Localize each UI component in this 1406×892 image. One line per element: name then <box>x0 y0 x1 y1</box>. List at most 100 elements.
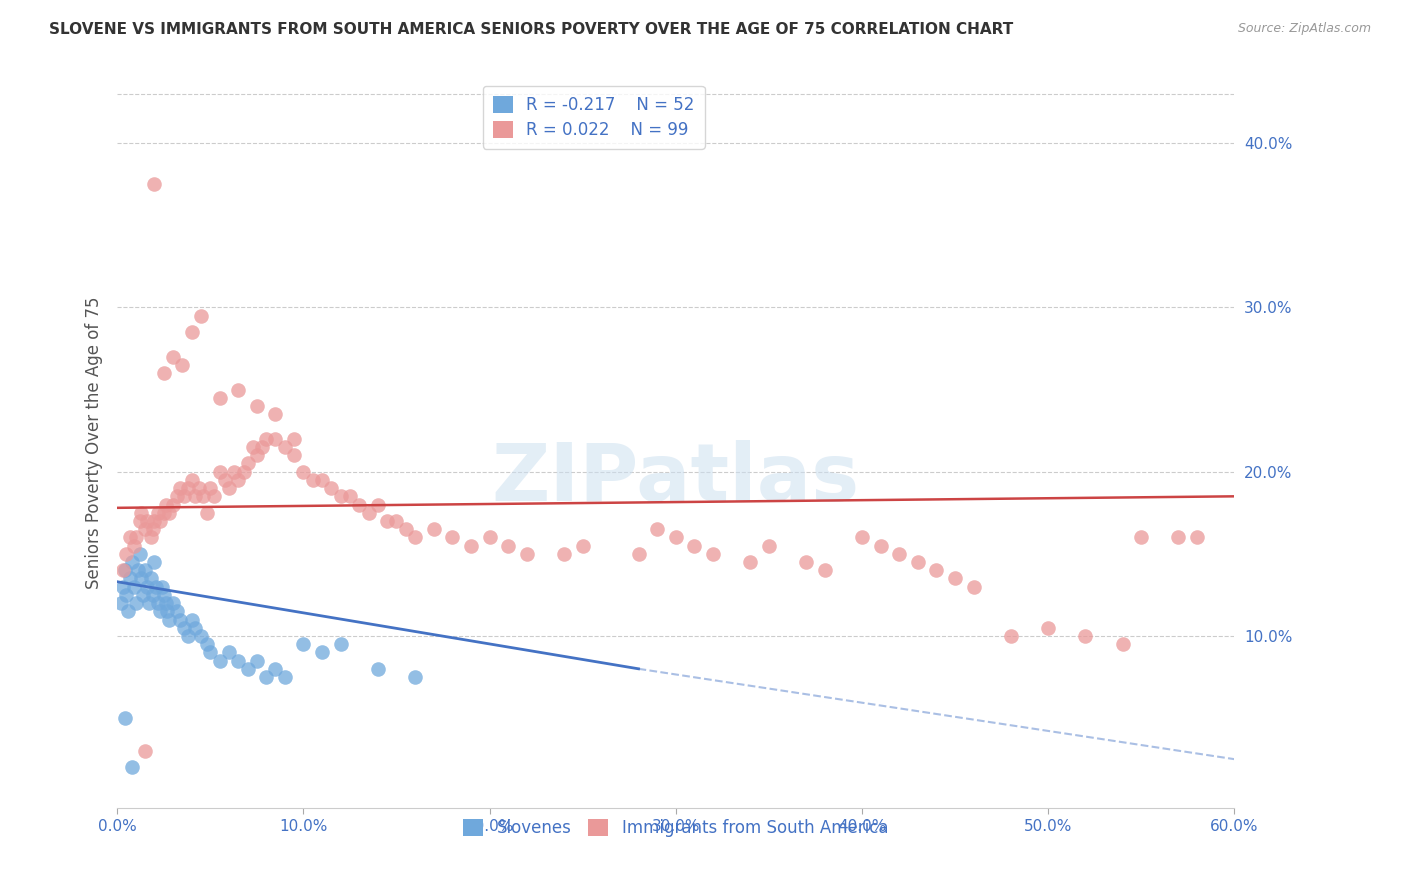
Point <box>311 473 333 487</box>
Point <box>134 522 156 536</box>
Point <box>242 440 264 454</box>
Point <box>349 498 371 512</box>
Point <box>111 563 134 577</box>
Point <box>120 530 142 544</box>
Point <box>553 547 575 561</box>
Point <box>943 572 966 586</box>
Point <box>177 629 200 643</box>
Point <box>132 588 155 602</box>
Point <box>162 498 184 512</box>
Point <box>125 530 148 544</box>
Point <box>208 654 231 668</box>
Point <box>321 481 343 495</box>
Point <box>1167 530 1189 544</box>
Point <box>127 563 149 577</box>
Point <box>226 383 249 397</box>
Point <box>121 555 143 569</box>
Point <box>115 588 138 602</box>
Point <box>283 432 305 446</box>
Point <box>166 604 188 618</box>
Point <box>422 522 444 536</box>
Point <box>138 596 160 610</box>
Point <box>218 645 240 659</box>
Point <box>208 465 231 479</box>
Legend: Slovenes, Immigrants from South America: Slovenes, Immigrants from South America <box>457 813 894 844</box>
Point <box>166 489 188 503</box>
Point <box>177 481 200 495</box>
Point <box>367 662 389 676</box>
Point <box>117 604 139 618</box>
Point <box>122 539 145 553</box>
Point <box>180 325 202 339</box>
Point <box>236 662 259 676</box>
Point <box>146 506 169 520</box>
Point <box>136 580 159 594</box>
Text: SLOVENE VS IMMIGRANTS FROM SOUTH AMERICA SENIORS POVERTY OVER THE AGE OF 75 CORR: SLOVENE VS IMMIGRANTS FROM SOUTH AMERICA… <box>49 22 1014 37</box>
Point <box>758 539 780 553</box>
Point <box>169 613 191 627</box>
Point <box>139 530 162 544</box>
Point <box>152 506 174 520</box>
Point <box>226 654 249 668</box>
Point <box>157 506 180 520</box>
Point <box>150 580 173 594</box>
Point <box>404 530 426 544</box>
Point <box>740 555 762 569</box>
Point <box>702 547 724 561</box>
Point <box>114 563 136 577</box>
Point <box>665 530 688 544</box>
Point <box>226 473 249 487</box>
Point <box>190 629 212 643</box>
Point <box>292 637 315 651</box>
Point <box>149 604 172 618</box>
Point <box>375 514 398 528</box>
Point <box>145 580 167 594</box>
Point <box>146 596 169 610</box>
Point <box>851 530 873 544</box>
Point <box>169 481 191 495</box>
Point <box>794 555 817 569</box>
Point <box>139 572 162 586</box>
Point <box>254 432 277 446</box>
Text: Source: ZipAtlas.com: Source: ZipAtlas.com <box>1237 22 1371 36</box>
Point <box>478 530 501 544</box>
Point <box>184 489 207 503</box>
Point <box>264 662 287 676</box>
Point <box>173 489 195 503</box>
Point <box>191 489 214 503</box>
Point <box>963 580 986 594</box>
Point <box>264 432 287 446</box>
Point <box>121 760 143 774</box>
Point <box>254 670 277 684</box>
Point <box>311 645 333 659</box>
Point <box>122 580 145 594</box>
Point <box>157 613 180 627</box>
Point <box>110 596 132 610</box>
Point <box>131 572 153 586</box>
Point <box>329 489 352 503</box>
Point <box>152 588 174 602</box>
Point <box>162 596 184 610</box>
Point <box>172 358 194 372</box>
Point <box>149 514 172 528</box>
Point <box>907 555 929 569</box>
Point <box>190 309 212 323</box>
Point <box>143 514 166 528</box>
Point <box>516 547 538 561</box>
Point <box>246 654 269 668</box>
Point <box>571 539 593 553</box>
Point <box>184 621 207 635</box>
Point <box>111 580 134 594</box>
Point <box>460 539 482 553</box>
Point <box>128 547 150 561</box>
Point <box>155 498 177 512</box>
Point <box>143 178 166 192</box>
Point <box>357 506 380 520</box>
Point <box>404 670 426 684</box>
Point <box>869 539 891 553</box>
Point <box>1000 629 1022 643</box>
Point <box>889 547 911 561</box>
Point <box>214 473 236 487</box>
Point <box>274 440 297 454</box>
Text: ZIPatlas: ZIPatlas <box>492 441 860 518</box>
